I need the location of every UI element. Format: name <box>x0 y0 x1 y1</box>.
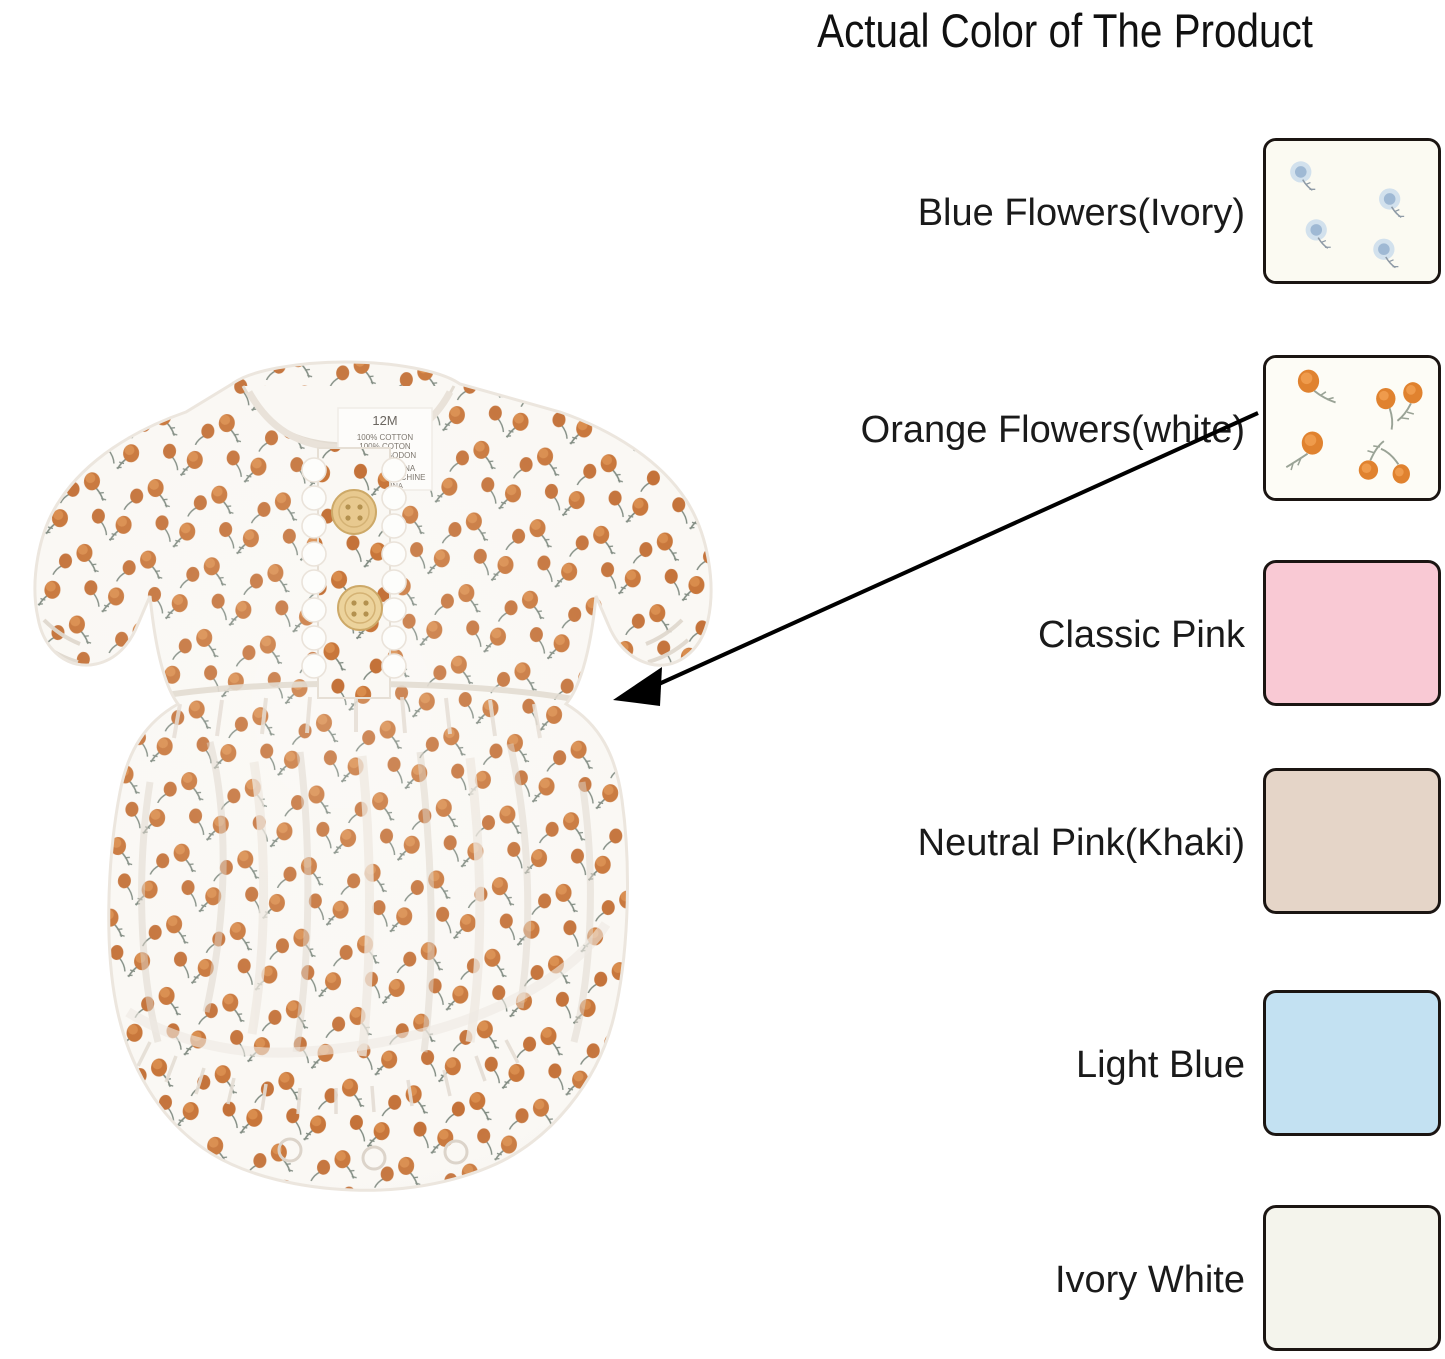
swatch-neutral-pink-khaki[interactable] <box>1263 768 1441 914</box>
blue-flower-motif <box>1290 161 1405 269</box>
color-option-label: Classic Pink <box>1038 614 1245 656</box>
color-option-label: Light Blue <box>1075 1044 1245 1086</box>
snap-buttons <box>277 1137 469 1171</box>
swatch-ivory-white[interactable] <box>1263 1205 1441 1351</box>
wooden-button-top <box>331 489 377 535</box>
care-label-line1: 100% COTTON <box>357 433 414 442</box>
swatch-orange-flowers-white[interactable] <box>1263 355 1441 501</box>
page-title: Actual Color of The Product <box>817 4 1313 57</box>
color-option-row[interactable]: Ivory White <box>700 1205 1445 1355</box>
color-option-label: Ivory White <box>1054 1259 1245 1301</box>
color-option-label: Blue Flowers(Ivory) <box>917 192 1245 234</box>
wooden-button-bottom <box>337 585 383 631</box>
button-placket <box>301 447 407 699</box>
orange-flower-motif <box>1285 369 1423 484</box>
lace-trim-left <box>301 457 327 679</box>
color-option-label: Orange Flowers(white) <box>860 409 1245 451</box>
care-label-size: 12M <box>372 413 397 428</box>
lace-trim-right <box>381 457 407 679</box>
color-option-row[interactable]: Blue Flowers(Ivory) <box>700 138 1445 288</box>
care-label-line2: 100% COTON <box>359 442 411 451</box>
color-option-row[interactable]: Neutral Pink(Khaki) <box>700 768 1445 918</box>
color-option-row[interactable]: Classic Pink <box>700 560 1445 710</box>
product-image: 12M 100% COTTON 100% COTON 100% ALGODON … <box>0 352 760 1232</box>
color-option-row[interactable]: Light Blue <box>700 990 1445 1140</box>
swatch-blue-flowers-ivory[interactable] <box>1263 138 1441 284</box>
color-option-row[interactable]: Orange Flowers(white) <box>700 355 1445 505</box>
swatch-light-blue[interactable] <box>1263 990 1441 1136</box>
color-option-label: Neutral Pink(Khaki) <box>917 822 1245 864</box>
swatch-classic-pink[interactable] <box>1263 560 1441 706</box>
